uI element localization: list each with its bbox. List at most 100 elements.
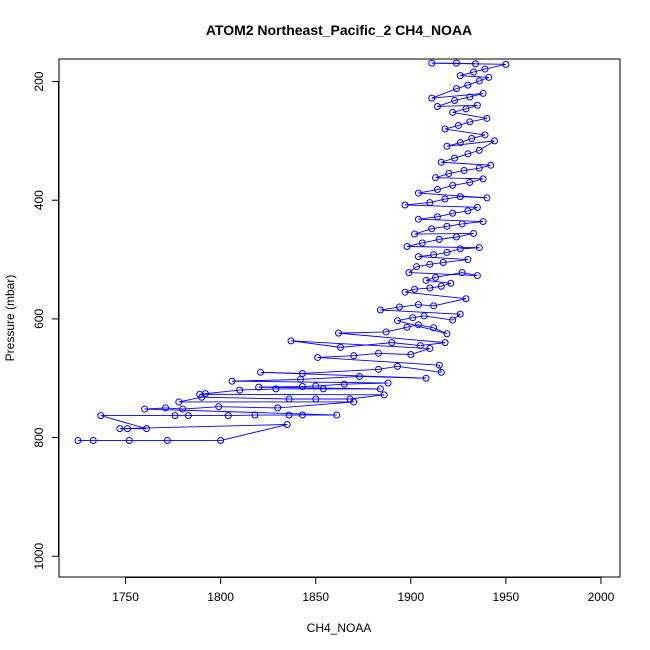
data-point	[466, 178, 474, 186]
series-segment	[407, 246, 480, 249]
data-point	[479, 218, 487, 226]
series-segment	[290, 340, 430, 350]
data-point	[285, 411, 293, 419]
series-segment	[437, 104, 478, 107]
series-segment	[460, 71, 474, 77]
series-segment	[452, 111, 487, 119]
data-point	[451, 154, 459, 162]
series-segment	[412, 315, 425, 319]
data-point	[426, 345, 434, 353]
data-point	[475, 244, 483, 252]
data-point	[470, 229, 478, 237]
data-point	[274, 404, 282, 412]
data-point	[388, 339, 396, 347]
data-point	[340, 380, 348, 388]
data-point	[435, 361, 443, 369]
data-point	[466, 93, 474, 101]
data-point	[490, 137, 498, 145]
data-point	[74, 437, 82, 445]
series-segment	[397, 365, 442, 373]
data-point	[374, 349, 382, 357]
data-point	[433, 213, 441, 221]
series-segment	[315, 383, 345, 387]
data-point	[314, 353, 322, 361]
data-point	[475, 77, 483, 85]
series-segment	[302, 368, 379, 374]
series-segment	[353, 352, 379, 357]
data-point	[89, 437, 97, 445]
series-segment	[446, 142, 461, 147]
data-point	[449, 209, 457, 217]
data-point	[426, 284, 434, 292]
data-point	[449, 316, 457, 324]
data-point	[483, 194, 491, 202]
series-segment	[456, 84, 468, 90]
series-segment	[429, 262, 444, 265]
data-point	[470, 68, 478, 76]
data-point	[161, 404, 169, 412]
data-point	[441, 125, 449, 133]
x-tick-label: 2000	[588, 590, 615, 604]
data-point	[116, 425, 124, 433]
data-point	[443, 248, 451, 256]
data-point	[451, 97, 459, 105]
data-point	[473, 203, 481, 211]
data-point	[319, 385, 327, 393]
data-point	[298, 369, 306, 377]
series-segment	[473, 68, 486, 73]
x-tick-label: 1900	[397, 590, 424, 604]
series-segment	[429, 285, 442, 289]
data-point	[405, 269, 413, 277]
data-point	[464, 81, 472, 89]
data-point	[483, 114, 491, 122]
series-segment	[239, 388, 276, 391]
data-point	[217, 437, 225, 445]
data-point	[437, 368, 445, 376]
series-segment	[100, 415, 147, 430]
data-point	[333, 411, 341, 419]
data-point	[414, 189, 422, 197]
series-segment	[441, 161, 491, 166]
series-segment	[317, 357, 440, 366]
series-segment	[433, 298, 467, 307]
data-point	[228, 377, 236, 385]
data-point	[395, 303, 403, 311]
series-segment	[471, 134, 486, 139]
data-point	[335, 329, 343, 337]
series-segment	[452, 313, 461, 321]
data-point	[298, 383, 306, 391]
series-segment	[300, 375, 360, 380]
x-tick-label: 1750	[112, 590, 139, 604]
series-lines	[78, 62, 506, 441]
series-segment	[446, 140, 495, 147]
data-point	[468, 135, 476, 143]
data-point	[485, 73, 493, 81]
data-point	[473, 272, 481, 280]
data-point	[346, 395, 354, 403]
data-point	[475, 146, 483, 154]
series-segment	[460, 138, 472, 144]
series-segment	[446, 248, 461, 253]
series-segment	[418, 192, 487, 199]
data-point	[422, 374, 430, 382]
data-point	[437, 158, 445, 166]
series-segment	[469, 178, 484, 183]
data-point	[456, 245, 464, 253]
series-segment	[467, 80, 480, 86]
data-point	[414, 215, 422, 223]
data-point	[430, 324, 438, 332]
data-point	[355, 372, 363, 380]
data-point	[285, 395, 293, 403]
data-point	[298, 411, 306, 419]
data-point	[382, 328, 390, 336]
data-point	[460, 167, 468, 175]
data-point	[456, 193, 464, 201]
data-point	[428, 59, 436, 67]
data-point	[452, 85, 460, 93]
data-point	[125, 437, 133, 445]
data-point	[471, 60, 479, 68]
data-point	[437, 282, 445, 290]
data-point	[394, 362, 402, 370]
data-point	[257, 368, 265, 376]
data-point	[479, 89, 487, 97]
